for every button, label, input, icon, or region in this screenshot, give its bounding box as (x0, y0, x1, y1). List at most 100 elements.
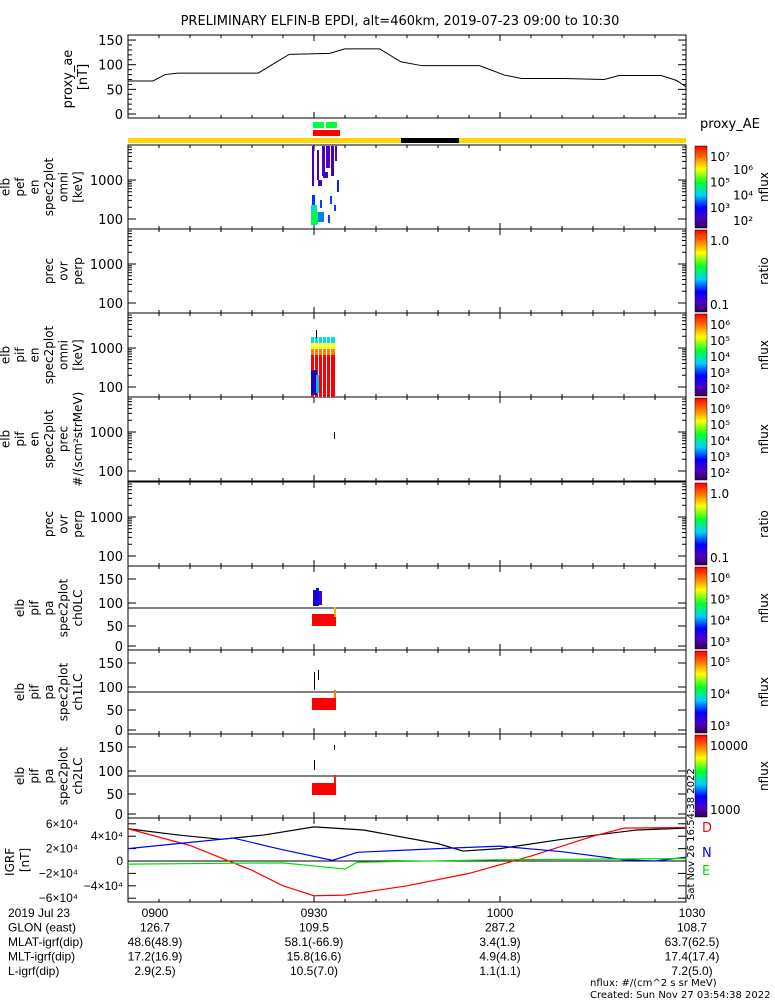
ylabel-line: [keV] (71, 171, 85, 202)
ylabel-line: omni (57, 172, 71, 202)
colorbar-label: 10³ (710, 635, 730, 649)
y-tick-label: 150 (98, 34, 123, 49)
y-tick-label: 50 (106, 704, 123, 719)
colorbar-label: 10⁵ (710, 655, 730, 669)
colorbar (694, 229, 708, 313)
colorbar-title: nflux (757, 172, 771, 202)
igrf-ylabel: IGRF [nT] (3, 844, 32, 876)
colorbar-label: 10⁴ (710, 614, 730, 628)
y-tick-label: 2×10⁴ (46, 842, 78, 856)
panel-ylabel: elbpifenspec2plotprec#/(scm²strMeV) (0, 392, 85, 487)
y-tick-label: 150 (98, 573, 123, 588)
orbit-value: 287.2 (485, 921, 515, 935)
science-zone-bar-green (326, 122, 337, 128)
orbit-value: 4.9(4.8) (479, 950, 520, 964)
colorbar-label: 10³ (710, 719, 730, 733)
spectrogram-pixels (311, 146, 339, 795)
orbit-row: MLT-igrf(dip) 17.2(16.9) 15.8(16.6) 4.9(4.8… (8, 950, 719, 964)
y-tick-label: −4×10⁴ (84, 879, 123, 893)
orbit-value: 7.2(5.0) (671, 964, 712, 978)
panel-8: 150 100 50 0 elbpifpaspec2plotch2LC 10000 1000… (13, 733, 771, 823)
colorbar-title: nflux (757, 340, 771, 370)
units-note: nflux: #/(cm^2 s sr MeV) (590, 978, 717, 989)
y-tick-label: 1000 (90, 342, 123, 357)
colorbar (694, 650, 708, 734)
orbit-row-label: 2019 Jul 23 (8, 906, 70, 920)
ylabel-line: prec (57, 426, 71, 452)
colorbar-label: 10⁶ (710, 318, 730, 332)
igrf-legend-n: N (702, 846, 712, 861)
colorbar-label: 10³ (710, 366, 730, 380)
colorbar-title: nflux (757, 761, 771, 791)
science-zone-bar-red (313, 130, 340, 136)
orbit-table: 2019 Jul 23 0900 0930 1000 1030 GLON (east) 12… (8, 906, 719, 978)
colorbar (694, 734, 708, 818)
plot-title: PRELIMINARY ELFIN-B EPDI, alt=460km, 201… (181, 14, 620, 29)
ylabel-line: pa (42, 769, 56, 784)
orbit-value: 58.1(-66.9) (285, 935, 344, 949)
ylabel-line: elb (0, 346, 13, 364)
panel-5: 1000 100 precovrperp 1.0 0.1 ratio (42, 481, 771, 567)
orbit-value: 17.2(16.9) (128, 950, 183, 964)
colorbar (694, 482, 708, 566)
y-tick-label: 50 (106, 788, 123, 803)
ylabel-line: ch0LC (71, 590, 85, 627)
orbit-value: 48.6(48.9) (128, 935, 183, 949)
igrf-panel: 6×10⁴ 4×10⁴ 2×10⁴ 0 −2×10⁴ −4×10⁴ −6×10⁴ IGRF … (3, 768, 712, 905)
ylabel-line: pif (28, 600, 42, 616)
orbit-value: 3.4(1.9) (479, 935, 520, 949)
panel-1: 1000100elbpefenspec2plotomni[keV]10⁷10⁶1… (0, 144, 771, 230)
proxy-ae-line (128, 48, 687, 88)
colorbar-label: 1000 (710, 803, 741, 817)
colorbar-label: 10⁵ (710, 418, 730, 432)
ylabel-line: ch2LC (71, 758, 85, 795)
ylabel-line: prec (42, 258, 56, 284)
created-timestamp: Created: Sun Nov 27 03:54:38 2022 (590, 990, 770, 1000)
ylabel-line: spec2plot (57, 746, 71, 805)
ylabel-line: elb (0, 430, 13, 448)
igrf-line-d (127, 826, 687, 897)
eclipse-bar (401, 138, 459, 143)
colorbar-label: 10⁶ (733, 163, 753, 177)
ylabel-line: perp (71, 510, 85, 538)
orbit-value: 1.1(1.1) (479, 964, 520, 978)
ylabel-line: ovr (57, 514, 71, 533)
y-tick-label: 150 (98, 741, 123, 756)
y-tick-label: 0 (115, 640, 123, 655)
igrf-legend-e: E (702, 864, 710, 879)
y-tick-label: 0 (115, 108, 123, 123)
ylabel-line: en (28, 432, 42, 447)
y-tick-label: 150 (98, 657, 123, 672)
ylabel-line: [keV] (71, 339, 85, 370)
ylabel-line: omni (57, 340, 71, 370)
y-tick-label: 50 (106, 83, 123, 98)
ylabel-line: pef (13, 177, 27, 197)
y-tick-label: 0 (115, 724, 123, 739)
colorbar-label: 10⁷ (710, 150, 730, 164)
y-tick-label: 0 (115, 808, 123, 823)
orbit-row: 2019 Jul 23 0900 0930 1000 1030 (8, 906, 706, 920)
y-tick-label: −6×10⁴ (39, 891, 78, 905)
igrf-legend-d: D (702, 821, 712, 836)
colorbar-label: 10⁴ (710, 350, 730, 364)
y-tick-label: 100 (98, 213, 123, 228)
colorbar-label: 10⁵ (710, 176, 730, 190)
date-stamp: Sat Nov 26 16:54:38 2022 (686, 768, 697, 900)
colorbar-label: 10⁴ (733, 188, 753, 202)
panel-2: 1000 100 precovrperp 1.0 0.1 ratio (42, 228, 771, 314)
colorbar-title: nflux (757, 424, 771, 454)
colorbar-label: 10⁵ (710, 592, 730, 606)
ylabel-line: ovr (57, 261, 71, 280)
ylabel-line: elb (13, 683, 27, 701)
colorbar-label: 10⁵ (710, 334, 730, 348)
orbit-value: 126.7 (140, 921, 170, 935)
ylabel-line: en (28, 180, 42, 195)
y-tick-label: −2×10⁴ (39, 866, 78, 880)
orbit-value: 1030 (679, 906, 706, 920)
colorbar-label: 10² (710, 466, 730, 480)
colorbar-title: nflux (757, 593, 771, 623)
ylabel-line: pif (28, 684, 42, 700)
igrf-line-n (127, 837, 687, 862)
y-tick-label: 100 (98, 59, 123, 74)
